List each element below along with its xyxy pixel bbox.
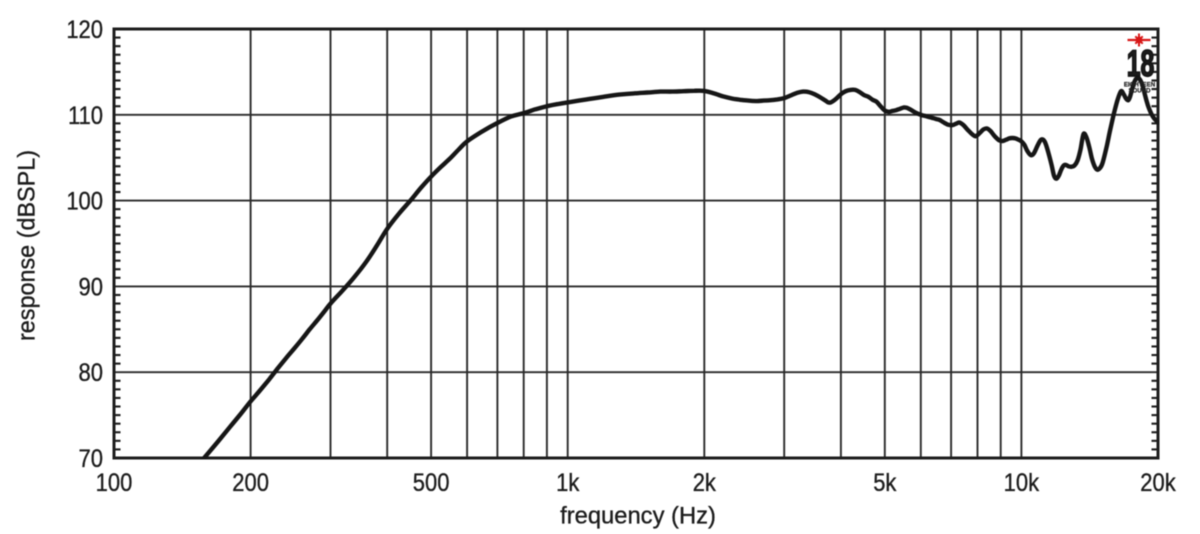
svg-text:20k: 20k — [1140, 469, 1176, 497]
svg-text:SOUND: SOUND — [1128, 87, 1150, 94]
svg-text:120: 120 — [66, 16, 103, 44]
svg-text:5k: 5k — [873, 469, 896, 497]
svg-text:frequency (Hz): frequency (Hz) — [560, 502, 716, 529]
svg-text:100: 100 — [96, 469, 133, 497]
svg-text:10k: 10k — [1004, 469, 1040, 497]
svg-text:response (dBSPL): response (dBSPL) — [13, 150, 41, 341]
svg-text:80: 80 — [79, 359, 103, 387]
svg-text:1k: 1k — [556, 469, 579, 497]
svg-text:70: 70 — [79, 445, 103, 473]
svg-text:500: 500 — [413, 469, 450, 497]
svg-text:100: 100 — [66, 187, 103, 215]
svg-text:110: 110 — [68, 102, 103, 130]
svg-text:2k: 2k — [693, 469, 716, 497]
svg-text:200: 200 — [232, 469, 269, 497]
svg-text:18: 18 — [1127, 42, 1155, 84]
svg-text:90: 90 — [79, 273, 103, 301]
svg-text:EIGHTEEN: EIGHTEEN — [1124, 81, 1156, 88]
